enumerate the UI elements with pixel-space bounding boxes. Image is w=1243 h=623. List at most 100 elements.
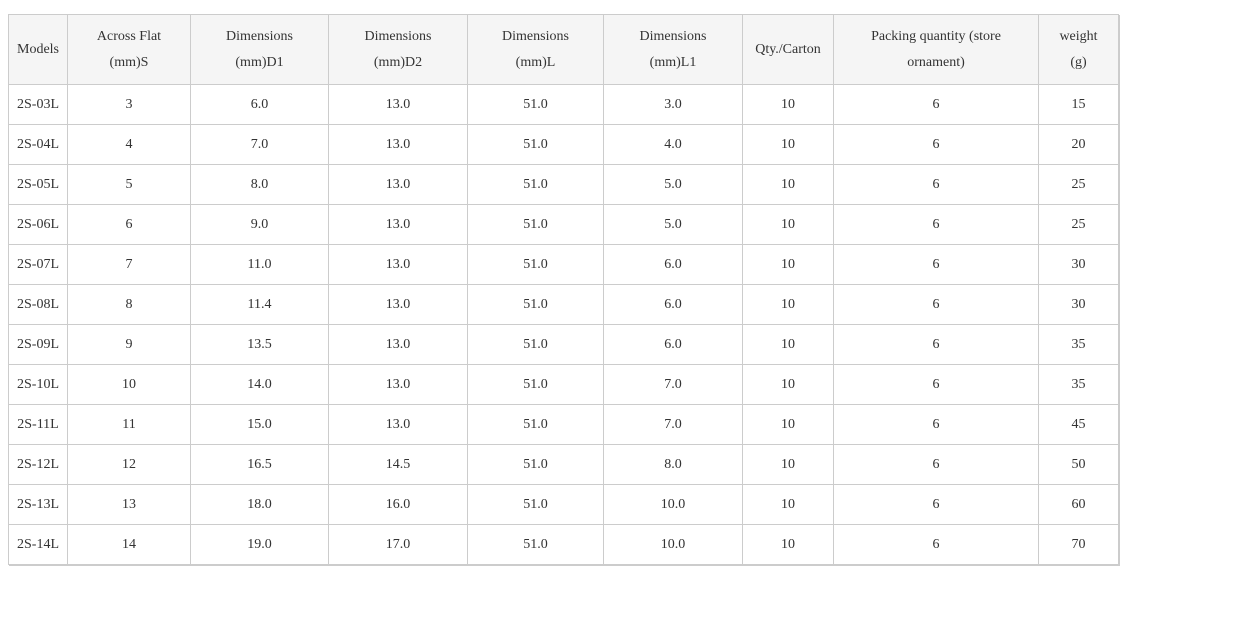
cell-d2: 13.0 — [328, 324, 468, 365]
cell-weight: 25 — [1038, 204, 1119, 245]
cell-s: 4 — [67, 124, 191, 165]
cell-l: 51.0 — [467, 524, 604, 565]
column-header-d2-line: Dimensions — [364, 28, 432, 44]
column-header-d2-line: (mm)D2 — [373, 54, 423, 70]
cell-weight: 35 — [1038, 364, 1119, 405]
column-header-weight-line: weight — [1059, 28, 1098, 44]
cell-model: 2S-11L — [8, 404, 68, 445]
column-header-l1-line: Dimensions — [639, 28, 707, 44]
column-header-d2: Dimensions (mm)D2 — [328, 14, 468, 85]
cell-l1: 6.0 — [603, 324, 743, 365]
cell-d1: 11.4 — [190, 284, 329, 325]
cell-l: 51.0 — [467, 284, 604, 325]
cell-pack: 6 — [833, 164, 1039, 205]
cell-weight: 45 — [1038, 404, 1119, 445]
column-header-weight-line: (g) — [1070, 54, 1087, 70]
cell-d1: 7.0 — [190, 124, 329, 165]
column-header-pack-line: Packing quantity (store — [871, 28, 1001, 44]
table-row-2S-12L: 2S-12L 12 16.5 14.5 51.0 8.0 10 6 50 — [8, 444, 1119, 485]
cell-pack: 6 — [833, 364, 1039, 405]
column-header-weight: weight (g) — [1038, 14, 1119, 85]
cell-s: 12 — [67, 444, 191, 485]
cell-l1: 5.0 — [603, 204, 743, 245]
cell-qty: 10 — [742, 444, 834, 485]
header-row: Models Across Flat (mm)S Dimensions (mm)D1 Di… — [8, 14, 1119, 85]
cell-weight: 30 — [1038, 284, 1119, 325]
cell-l: 51.0 — [467, 444, 604, 485]
cell-weight: 60 — [1038, 484, 1119, 525]
cell-s: 6 — [67, 204, 191, 245]
column-header-s-line: Across Flat — [96, 28, 162, 44]
cell-qty: 10 — [742, 324, 834, 365]
cell-l1: 6.0 — [603, 284, 743, 325]
cell-l1: 10.0 — [603, 484, 743, 525]
cell-s: 7 — [67, 244, 191, 285]
column-header-pack-line: ornament) — [907, 54, 965, 70]
table-row-2S-06L: 2S-06L 6 9.0 13.0 51.0 5.0 10 6 25 — [8, 204, 1119, 245]
cell-qty: 10 — [742, 84, 834, 125]
column-header-d1-line: Dimensions — [226, 28, 293, 44]
cell-d2: 13.0 — [328, 404, 468, 445]
cell-pack: 6 — [833, 284, 1039, 325]
table-row-2S-08L: 2S-08L 8 11.4 13.0 51.0 6.0 10 6 30 — [8, 284, 1119, 325]
cell-s: 9 — [67, 324, 191, 365]
cell-weight: 50 — [1038, 444, 1119, 485]
table-row-2S-04L: 2S-04L 4 7.0 13.0 51.0 4.0 10 6 20 — [8, 124, 1119, 165]
cell-l: 51.0 — [467, 84, 604, 125]
cell-d1: 14.0 — [190, 364, 329, 405]
cell-d2: 16.0 — [328, 484, 468, 525]
cell-model: 2S-03L — [8, 84, 68, 125]
cell-l1: 3.0 — [603, 84, 743, 125]
cell-qty: 10 — [742, 124, 834, 165]
column-header-l1: Dimensions (mm)L1 — [603, 14, 743, 85]
cell-pack: 6 — [833, 444, 1039, 485]
cell-model: 2S-04L — [8, 124, 68, 165]
cell-l: 51.0 — [467, 364, 604, 405]
table-row-2S-07L: 2S-07L 7 11.0 13.0 51.0 6.0 10 6 30 — [8, 244, 1119, 285]
cell-model: 2S-05L — [8, 164, 68, 205]
cell-d1: 15.0 — [190, 404, 329, 445]
table-body: 2S-03L 3 6.0 13.0 51.0 3.0 10 6 15 2S-04L 4 7.0 13.0… — [8, 84, 1119, 565]
cell-d2: 14.5 — [328, 444, 468, 485]
cell-model: 2S-08L — [8, 284, 68, 325]
cell-model: 2S-06L — [8, 204, 68, 245]
cell-l: 51.0 — [467, 124, 604, 165]
cell-qty: 10 — [742, 404, 834, 445]
cell-l1: 10.0 — [603, 524, 743, 565]
cell-d1: 8.0 — [190, 164, 329, 205]
cell-model: 2S-14L — [8, 524, 68, 565]
cell-l1: 4.0 — [603, 124, 743, 165]
cell-weight: 30 — [1038, 244, 1119, 285]
table-row-2S-10L: 2S-10L 10 14.0 13.0 51.0 7.0 10 6 35 — [8, 364, 1119, 405]
column-header-pack: Packing quantity (store ornament) — [833, 14, 1039, 85]
cell-pack: 6 — [833, 324, 1039, 365]
cell-d2: 13.0 — [328, 164, 468, 205]
cell-pack: 6 — [833, 124, 1039, 165]
cell-model: 2S-13L — [8, 484, 68, 525]
cell-weight: 25 — [1038, 164, 1119, 205]
column-header-s: Across Flat (mm)S — [67, 14, 191, 85]
cell-qty: 10 — [742, 284, 834, 325]
cell-l: 51.0 — [467, 404, 604, 445]
column-header-d1-line: (mm)D1 — [235, 54, 284, 70]
cell-l1: 7.0 — [603, 364, 743, 405]
cell-l: 51.0 — [467, 324, 604, 365]
column-header-l1-line: (mm)L1 — [649, 54, 697, 70]
cell-pack: 6 — [833, 204, 1039, 245]
cell-l1: 6.0 — [603, 244, 743, 285]
column-header-l-line: Dimensions — [502, 28, 569, 44]
cell-qty: 10 — [742, 484, 834, 525]
table-row-2S-13L: 2S-13L 13 18.0 16.0 51.0 10.0 10 6 60 — [8, 484, 1119, 525]
cell-qty: 10 — [742, 364, 834, 405]
table-row-2S-03L: 2S-03L 3 6.0 13.0 51.0 3.0 10 6 15 — [8, 84, 1119, 125]
cell-d1: 11.0 — [190, 244, 329, 285]
product-spec-table: Models Across Flat (mm)S Dimensions (mm)D1 Di… — [8, 14, 1119, 565]
cell-d2: 17.0 — [328, 524, 468, 565]
cell-l: 51.0 — [467, 204, 604, 245]
cell-d1: 18.0 — [190, 484, 329, 525]
cell-pack: 6 — [833, 244, 1039, 285]
column-header-model: Models — [8, 14, 68, 85]
cell-l1: 8.0 — [603, 444, 743, 485]
cell-model: 2S-09L — [8, 324, 68, 365]
cell-l: 51.0 — [467, 164, 604, 205]
